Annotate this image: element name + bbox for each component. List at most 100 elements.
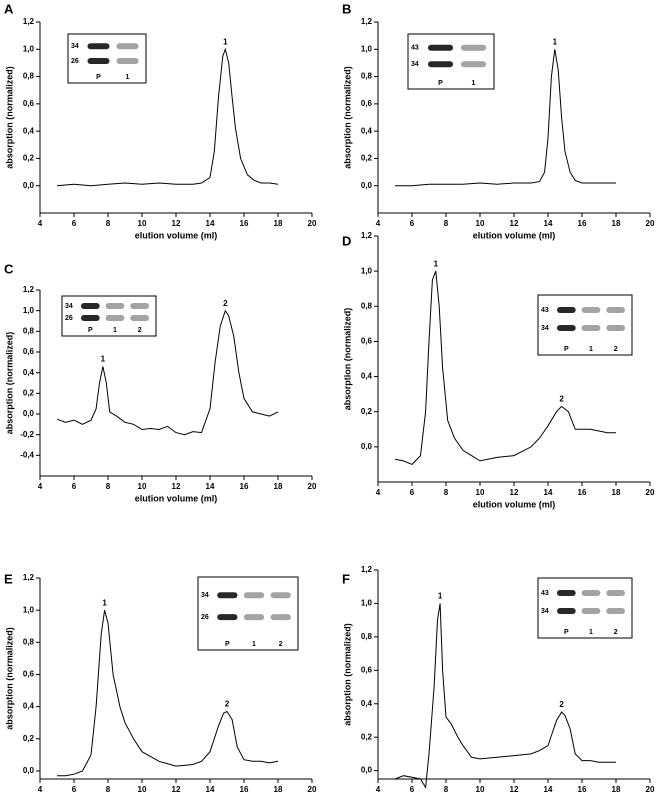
peak-label: 1	[553, 37, 558, 46]
x-tick-label: 18	[274, 219, 283, 228]
x-tick-label: 10	[138, 219, 147, 228]
x-tick-label: 8	[106, 482, 111, 491]
y-axis-label: absorption (normalized)	[4, 66, 14, 169]
peak-label: 2	[559, 700, 564, 709]
peak-label: 2	[559, 395, 564, 404]
y-tick-label: 1,0	[23, 306, 35, 315]
marker-label: 34	[71, 43, 79, 50]
y-tick-label: 0,8	[361, 632, 373, 641]
x-axis-label: elution volume (ml)	[135, 230, 218, 240]
y-tick-label: -0,4	[20, 450, 34, 459]
x-tick-label: 6	[72, 785, 77, 794]
marker-label: 34	[201, 592, 209, 599]
x-tick-label: 8	[444, 785, 449, 794]
x-tick-label: 16	[240, 785, 249, 794]
y-tick-label: 0,6	[361, 665, 373, 674]
y-tick-label: 0,0	[23, 766, 35, 775]
blot-band	[606, 325, 626, 331]
x-tick-label: 20	[646, 219, 655, 228]
lane-label: 1	[113, 327, 117, 334]
y-tick-label: 1,2	[361, 17, 373, 26]
peak-label: 1	[434, 259, 439, 268]
y-tick-label: 0,2	[23, 734, 35, 743]
blot-band	[460, 44, 487, 51]
marker-label: 43	[411, 45, 419, 52]
chromatogram-line	[394, 270, 616, 465]
x-tick-label: 4	[38, 219, 43, 228]
y-tick-label: 0,2	[361, 154, 373, 163]
y-tick-label: 1,2	[361, 231, 373, 240]
blot-band	[427, 61, 454, 68]
peak-label: 1	[223, 37, 228, 46]
lane-label: 1	[126, 74, 130, 81]
x-axis-label: elution volume (ml)	[473, 499, 556, 509]
blot-band	[581, 590, 601, 596]
y-tick-label: 0,0	[361, 442, 373, 451]
x-tick-label: 20	[308, 219, 317, 228]
x-tick-label: 8	[106, 785, 111, 794]
lane-label: P	[225, 641, 230, 648]
lane-label: 1	[589, 346, 593, 353]
y-tick-label: 1,2	[23, 573, 35, 582]
marker-label: 43	[541, 590, 549, 597]
y-tick-label: 1,0	[361, 266, 373, 275]
x-tick-label: 10	[476, 785, 485, 794]
chromatogram-line	[395, 49, 616, 187]
panel-letter: F	[342, 571, 350, 586]
y-tick-label: 0,4	[23, 126, 35, 135]
blot-band	[606, 608, 626, 614]
y-tick-label: 0,2	[361, 732, 373, 741]
x-tick-label: 12	[510, 219, 519, 228]
y-tick-label: 0,4	[361, 699, 373, 708]
y-axis-label: absorption (normalized)	[342, 308, 352, 411]
marker-label: 26	[65, 315, 73, 322]
blot-band	[556, 608, 576, 614]
x-tick-label: 18	[612, 488, 621, 497]
x-tick-label: 20	[308, 482, 317, 491]
y-tick-label: 0,0	[361, 766, 373, 775]
blot-band	[217, 614, 238, 621]
x-tick-label: 4	[38, 785, 43, 794]
panel-letter: C	[4, 261, 14, 276]
x-tick-label: 8	[106, 219, 111, 228]
blot-band	[427, 44, 454, 51]
blot-band	[581, 325, 601, 331]
y-tick-label: -0,2	[20, 430, 34, 439]
x-tick-label: 12	[510, 488, 519, 497]
y-tick-label: 0,4	[23, 368, 35, 377]
y-tick-label: 0,8	[361, 72, 373, 81]
x-tick-label: 16	[578, 219, 587, 228]
x-axis-label: elution volume (ml)	[473, 796, 556, 798]
x-tick-label: 14	[206, 219, 215, 228]
lane-label: 2	[614, 346, 618, 353]
y-tick-label: 0,0	[23, 181, 35, 190]
x-tick-label: 12	[172, 482, 181, 491]
blot-band	[87, 43, 110, 50]
marker-label: 26	[71, 58, 79, 65]
x-tick-label: 16	[240, 219, 249, 228]
lane-label: 1	[252, 641, 256, 648]
blot-band	[243, 614, 265, 621]
peak-label: 1	[102, 598, 107, 607]
y-tick-label: 0,6	[23, 670, 35, 679]
y-tick-label: 0,2	[361, 407, 373, 416]
x-tick-label: 8	[444, 488, 449, 497]
lane-label: P	[564, 629, 569, 636]
x-tick-label: 4	[376, 219, 381, 228]
x-tick-label: 18	[274, 785, 283, 794]
x-tick-label: 6	[410, 219, 415, 228]
y-axis-label: absorption (normalized)	[4, 627, 14, 730]
x-tick-label: 14	[206, 482, 215, 491]
x-tick-label: 20	[646, 785, 655, 794]
x-tick-label: 4	[376, 488, 381, 497]
x-tick-label: 4	[376, 785, 381, 794]
x-tick-label: 4	[38, 482, 43, 491]
y-tick-label: 1,0	[23, 44, 35, 53]
lane-label: P	[88, 327, 93, 334]
y-tick-label: 1,2	[361, 565, 373, 574]
blot-band	[556, 325, 576, 331]
y-axis-label: absorption (normalized)	[4, 332, 14, 435]
blot-band	[270, 614, 291, 621]
lane-label: 2	[614, 629, 618, 636]
